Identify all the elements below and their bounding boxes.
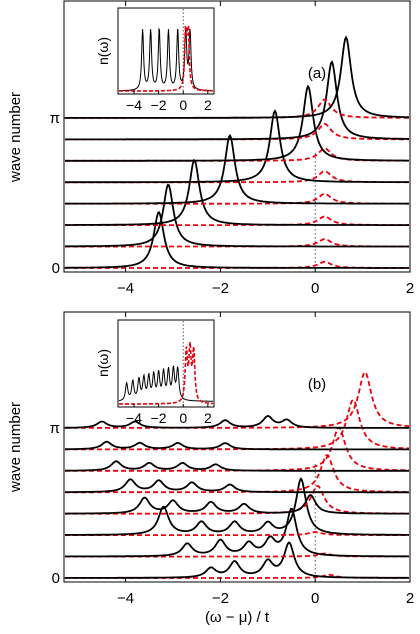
black-spectral-curve: [65, 35, 409, 119]
x-tick-label: −4: [117, 590, 134, 607]
black-spectral-curve: [65, 133, 409, 205]
x-tick-label: 0: [311, 590, 319, 607]
inset-y-label-b: n(ω): [95, 349, 111, 377]
inset-y-label-a: n(ω): [95, 37, 111, 65]
inset-frame-b: [117, 319, 215, 408]
inset-occupation-b: −4 −2 0 2 n(ω): [95, 319, 215, 426]
red-spectral-curve: [65, 484, 409, 515]
x-axis-ticks-a: −4 −2 0 2: [117, 1, 414, 297]
panel-a: −4 −2 0 2 0π (a) wave number −4 −2 0 2 n(ω): [7, 0, 414, 297]
x-tick-label: 0: [311, 280, 319, 297]
red-spectral-curve: [65, 371, 410, 429]
y-tick-label: 0: [52, 260, 60, 277]
plot-frame-b: [63, 311, 411, 583]
inset-x-tick-label: −2: [151, 97, 167, 113]
panel-label-b: (b): [308, 376, 326, 393]
x-axis-label: (ω − μ) / t: [205, 609, 270, 626]
black-spectral-curve: [65, 158, 409, 226]
x-tick-label: 2: [406, 590, 414, 607]
y-tick-label: π: [50, 110, 60, 127]
spectral-curves-b: [64, 371, 410, 579]
inset-black-curve: [118, 365, 213, 402]
x-tick-label: −2: [212, 280, 229, 297]
red-spectral-curve: [65, 98, 409, 119]
red-spectral-curve: [65, 192, 409, 205]
inset-x-tick-label: −4: [126, 97, 142, 113]
panel-b: −4 −2 0 2 0π (b) wave number −4 −2 0 2 n(ω) (ω…: [7, 311, 414, 626]
inset-red-curve: [119, 341, 214, 405]
inset-x-ticks-a: −4 −2 0 2: [126, 91, 212, 113]
inset-curves-a: [118, 9, 213, 93]
black-spectral-curve: [65, 494, 409, 515]
red-spectral-curve: [65, 398, 409, 451]
inset-red-curve: [119, 24, 213, 92]
black-spectral-curve: [65, 477, 409, 536]
black-spectral-curve: [65, 541, 409, 579]
x-axis-ticks-b: −4 −2 0 2: [117, 312, 414, 607]
inset-x-tick-label: 0: [179, 97, 187, 113]
inset-black-curve: [118, 27, 213, 92]
inset-x-tick-label: −2: [151, 410, 167, 426]
y-axis-ticks-a: 0π: [50, 110, 69, 277]
black-spectral-curve: [65, 507, 409, 558]
y-axis-label-b: wave number: [7, 402, 24, 493]
spectral-curves-a: [65, 35, 409, 269]
inset-x-tick-label: 2: [204, 97, 212, 113]
panel-label-a: (a): [308, 65, 326, 82]
black-spectral-curve: [65, 60, 409, 141]
y-axis-label-a: wave number: [7, 92, 24, 183]
red-spectral-curve: [65, 454, 409, 494]
plot-frame-a: [63, 0, 411, 273]
black-spectral-curve: [65, 183, 409, 248]
black-spectral-curve: [64, 460, 409, 472]
inset-x-tick-label: 2: [204, 410, 212, 426]
inset-occupation-a: −4 −2 0 2 n(ω): [95, 7, 215, 113]
y-tick-label: π: [50, 420, 60, 437]
x-tick-label: −2: [212, 590, 229, 607]
inset-x-tick-label: −4: [126, 410, 142, 426]
black-spectral-curve: [65, 84, 409, 162]
black-spectral-curve: [65, 210, 409, 269]
x-tick-label: 2: [406, 280, 414, 297]
black-spectral-curve: [65, 109, 409, 184]
inset-curves-b: [118, 321, 214, 406]
inset-x-ticks-b: −4 −2 0 2: [126, 404, 212, 426]
black-spectral-curve: [65, 440, 409, 451]
inset-x-tick-label: 0: [179, 410, 187, 426]
black-spectral-curve: [65, 478, 409, 494]
black-spectral-curve: [65, 414, 409, 429]
y-tick-label: 0: [52, 570, 60, 587]
y-axis-ticks-b: 0π: [50, 420, 69, 587]
inset-frame-a: [117, 7, 215, 95]
x-tick-label: −4: [117, 280, 134, 297]
red-spectral-curve: [65, 122, 409, 141]
